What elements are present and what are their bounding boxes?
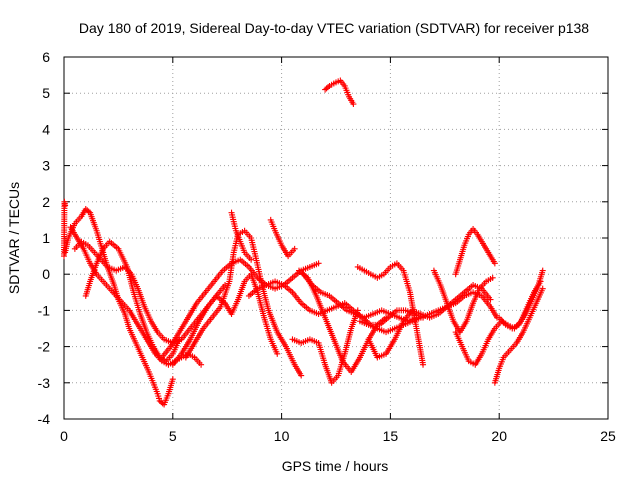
data-point <box>420 361 427 368</box>
x-tick-label: 15 <box>383 428 399 444</box>
data-point <box>487 296 494 303</box>
data-point <box>491 260 498 267</box>
series-track-l <box>296 267 390 375</box>
y-axis-label: SDTVAR / TECUs <box>6 182 22 294</box>
data-point <box>539 285 546 292</box>
chart-title: Day 180 of 2019, Sidereal Day-to-day VTE… <box>79 20 589 36</box>
data-point <box>315 260 322 267</box>
series-track-s <box>452 225 498 278</box>
axis-ticks: 0 5 10 15 20 25 -4 -3 -2 -1 0 1 2 3 4 5 6 <box>38 49 616 444</box>
series-track-r <box>430 267 496 336</box>
y-tick-label: 1 <box>42 230 50 246</box>
series-track-v <box>496 267 546 332</box>
series-track-b <box>67 224 205 368</box>
data-point <box>383 314 390 321</box>
series-track-i <box>267 216 298 260</box>
y-tick-label: -2 <box>38 339 51 355</box>
y-tick-label: -3 <box>38 375 51 391</box>
y-tick-label: 0 <box>42 266 50 282</box>
data-point <box>350 101 357 108</box>
data-point <box>198 361 205 368</box>
series-track-u <box>491 285 546 386</box>
data-point <box>169 376 176 383</box>
series-track-h <box>228 209 255 263</box>
series-track-f <box>169 271 281 368</box>
data-point <box>539 267 546 274</box>
series-track-k <box>289 307 361 386</box>
y-tick-label: 2 <box>42 194 50 210</box>
series-track-a <box>62 206 176 408</box>
x-axis-label: GPS time / hours <box>282 458 389 474</box>
data-point <box>274 350 281 357</box>
x-tick-label: 10 <box>274 428 290 444</box>
series-track-w <box>61 198 69 260</box>
y-tick-label: 6 <box>42 49 50 65</box>
data-point <box>62 202 69 209</box>
y-tick-label: 5 <box>42 85 50 101</box>
series-track-d <box>82 238 183 365</box>
x-tick-label: 25 <box>600 428 616 444</box>
y-tick-label: -1 <box>38 302 51 318</box>
series-track-n <box>322 77 357 108</box>
series-track-e <box>158 256 322 361</box>
y-tick-label: -4 <box>38 411 51 427</box>
x-tick-label: 20 <box>491 428 507 444</box>
data-point <box>291 245 298 252</box>
x-tick-label: 0 <box>60 428 68 444</box>
data-point <box>489 274 496 281</box>
x-tick-label: 5 <box>169 428 177 444</box>
data-point <box>248 256 255 263</box>
data-marks <box>61 77 546 408</box>
y-tick-label: 4 <box>42 121 50 137</box>
y-tick-label: 3 <box>42 158 50 174</box>
data-point <box>298 372 305 379</box>
series-track-q <box>365 282 494 361</box>
